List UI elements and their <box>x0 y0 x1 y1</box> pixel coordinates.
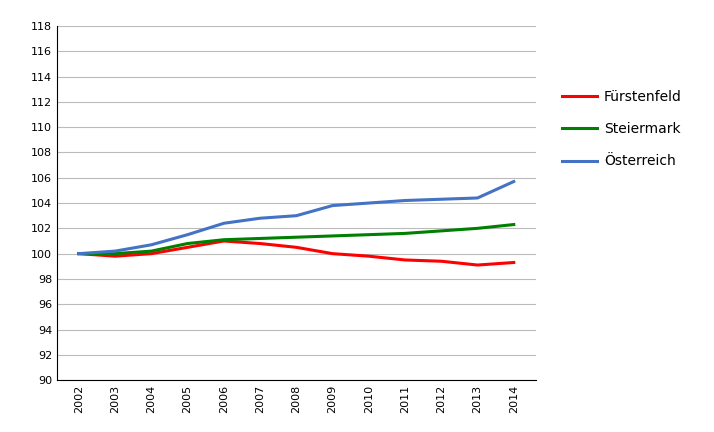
Legend: Fürstenfeld, Steiermark, Österreich: Fürstenfeld, Steiermark, Österreich <box>557 85 688 174</box>
